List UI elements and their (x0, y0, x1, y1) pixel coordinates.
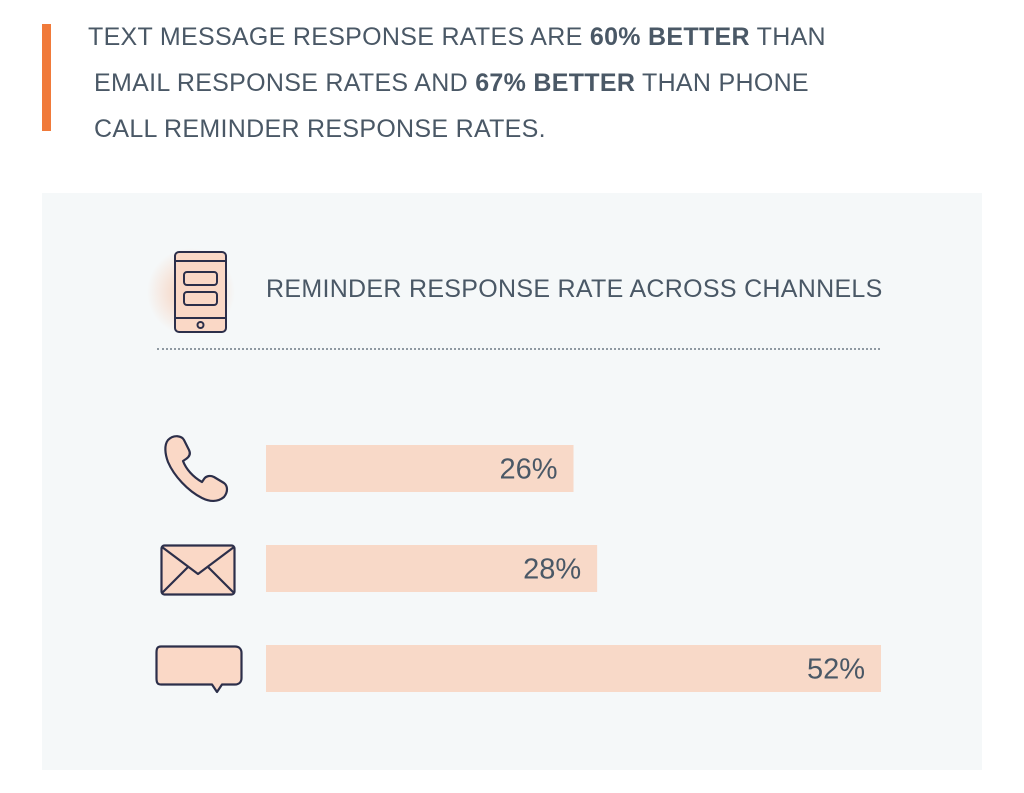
chat-bubble-icon (155, 645, 243, 694)
phone-icon (164, 435, 229, 502)
headline-emphasis-2: 67% BETTER (475, 69, 636, 97)
envelope-icon (160, 544, 236, 596)
accent-bar (42, 24, 51, 131)
tablet-message-icon (147, 248, 235, 336)
headline-emphasis-1: 60% BETTER (589, 23, 750, 51)
headline-line-2: EMAIL RESPONSE RATES AND 67% BETTER THAN… (94, 69, 809, 97)
headline-line-1: TEXT MESSAGE RESPONSE RATES ARE 60% BETT… (88, 23, 826, 51)
headline-line-3: CALL REMINDER RESPONSE RATES. (94, 115, 546, 143)
chart-title: REMINDER RESPONSE RATE ACROSS CHANNELS (266, 275, 883, 303)
title-divider (157, 348, 880, 350)
headline: TEXT MESSAGE RESPONSE RATES ARE 60% BETT… (88, 14, 888, 152)
